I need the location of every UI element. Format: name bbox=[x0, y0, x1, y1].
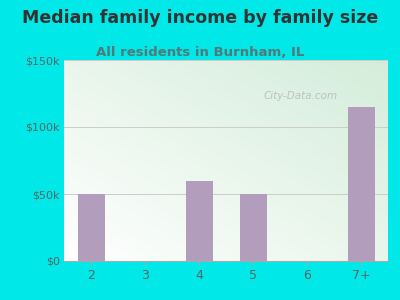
Bar bbox=[348, 107, 374, 261]
Bar bbox=[186, 181, 212, 261]
Text: City-Data.com: City-Data.com bbox=[264, 91, 338, 101]
Text: All residents in Burnham, IL: All residents in Burnham, IL bbox=[96, 46, 304, 59]
Bar bbox=[240, 194, 266, 261]
Bar bbox=[78, 194, 104, 261]
Text: Median family income by family size: Median family income by family size bbox=[22, 9, 378, 27]
